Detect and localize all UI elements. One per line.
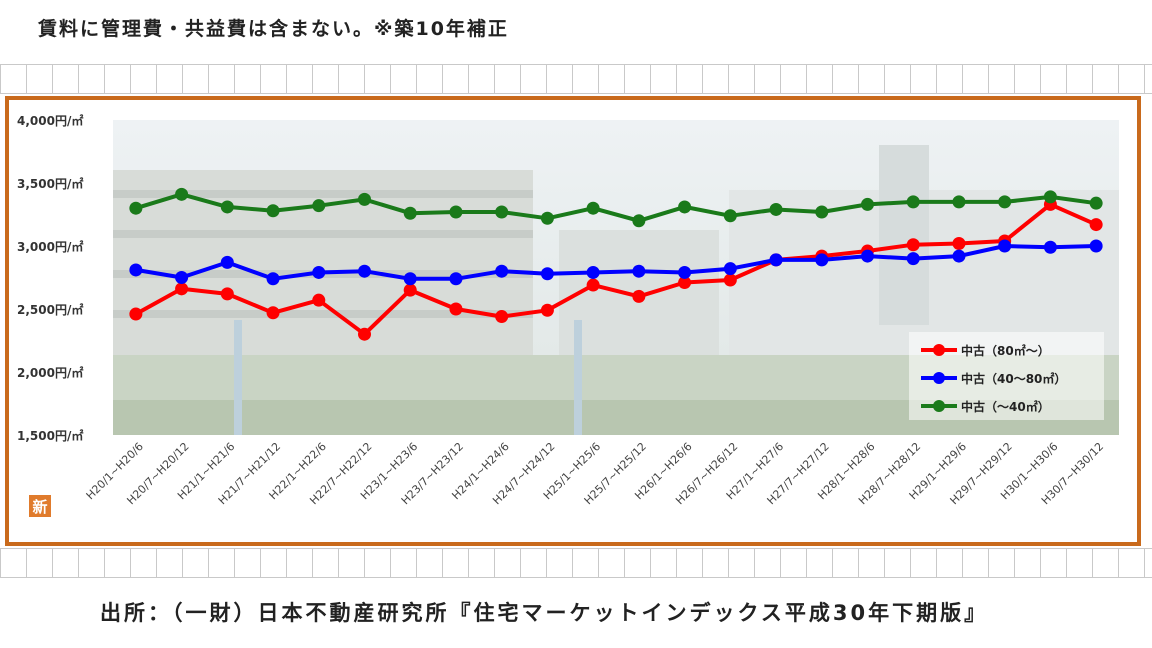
- data-point: [495, 310, 509, 324]
- svg-text:新: 新: [32, 498, 47, 516]
- legend-marker: [933, 372, 945, 384]
- data-point: [358, 192, 371, 206]
- data-point: [129, 307, 143, 321]
- legend-marker: [933, 344, 945, 356]
- series-line: [135, 192, 1097, 223]
- data-point: [358, 327, 371, 341]
- data-point: [952, 195, 966, 209]
- data-point: [1043, 190, 1057, 204]
- data-point: [495, 205, 509, 219]
- data-point: [906, 238, 920, 252]
- data-point: [723, 262, 737, 276]
- data-point: [906, 195, 920, 209]
- data-point: [906, 252, 920, 266]
- data-point: [632, 289, 646, 303]
- data-point: [632, 264, 646, 278]
- data-point: [220, 255, 234, 269]
- data-point: [952, 236, 966, 250]
- data-point: [312, 293, 326, 307]
- data-point: [449, 302, 463, 316]
- legend-label: 中古（～40㎡）: [961, 399, 1050, 414]
- data-point: [540, 267, 554, 281]
- data-point: [403, 272, 417, 286]
- data-point: [998, 239, 1012, 253]
- data-point: [175, 271, 189, 284]
- y-axis-labels: 1,500円/㎡ 2,000円/㎡ 2,500円/㎡ 3,000円/㎡ 3,500円/㎡…: [17, 113, 83, 443]
- data-point: [678, 200, 692, 214]
- y-tick-label: 3,000円/㎡: [17, 239, 83, 254]
- data-point: [358, 264, 371, 278]
- data-point: [266, 204, 280, 218]
- series-line: [135, 244, 1097, 281]
- data-point: [312, 199, 326, 213]
- legend-marker: [933, 400, 945, 412]
- line-chart: 1,500円/㎡ 2,000円/㎡ 2,500円/㎡ 3,000円/㎡ 3,500円/㎡…: [17, 113, 1119, 517]
- data-point: [1089, 196, 1103, 210]
- data-point: [403, 283, 417, 297]
- data-point: [998, 195, 1012, 209]
- data-point: [678, 265, 692, 279]
- data-point: [861, 249, 874, 263]
- data-point: [266, 272, 280, 286]
- y-tick-label: 3,500円/㎡: [17, 176, 83, 191]
- series-lines: [129, 187, 1103, 341]
- data-point: [129, 263, 143, 277]
- data-point: [403, 206, 417, 220]
- data-point: [586, 278, 600, 292]
- data-point: [540, 211, 554, 225]
- y-tick-label: 1,500円/㎡: [17, 428, 83, 443]
- data-point: [815, 253, 829, 267]
- data-point: [540, 303, 554, 317]
- data-point: [1089, 239, 1103, 253]
- data-point: [586, 201, 600, 215]
- data-point: [129, 201, 143, 215]
- y-tick-label: 4,000円/㎡: [17, 113, 83, 128]
- grid-strip-bottom: [0, 548, 1152, 578]
- series-line: [134, 202, 1097, 337]
- data-point: [1043, 240, 1057, 254]
- source-text: 出所：（一財）日本不動産研究所『住宅マーケットインデックス平成30年下期版』: [100, 601, 989, 625]
- data-point: [495, 264, 509, 278]
- data-point: [586, 265, 600, 279]
- data-point: [266, 306, 280, 320]
- data-point: [449, 272, 463, 286]
- note-text: 賃料に管理費・共益費は含まない。※築10年補正: [38, 18, 509, 40]
- grid-strip-top: [0, 64, 1152, 94]
- data-point: [678, 276, 692, 290]
- background-photo: [113, 120, 1119, 435]
- data-point: [723, 209, 737, 223]
- new-badge: 新: [29, 495, 51, 517]
- chart-frame: 1,500円/㎡ 2,000円/㎡ 2,500円/㎡ 3,000円/㎡ 3,500円/㎡…: [5, 96, 1141, 546]
- data-point: [632, 214, 646, 228]
- legend-label: 中古（80㎡～）: [961, 343, 1050, 358]
- data-point: [815, 205, 829, 219]
- legend: 中古（80㎡～） 中古（40～80㎡） 中古（～40㎡）: [909, 332, 1104, 420]
- data-point: [220, 200, 234, 214]
- data-point: [769, 253, 783, 267]
- data-point: [952, 249, 966, 263]
- data-point: [1089, 218, 1103, 232]
- y-tick-label: 2,000円/㎡: [17, 365, 83, 380]
- legend-label: 中古（40～80㎡）: [961, 371, 1066, 386]
- data-point: [175, 187, 189, 201]
- x-axis-labels: H20/1~H20/6H20/7~H20/12H21/1~H21/6H21/7~…: [84, 440, 1107, 507]
- data-point: [220, 287, 234, 301]
- data-point: [723, 273, 737, 287]
- data-point: [175, 282, 189, 296]
- data-point: [769, 202, 783, 216]
- y-tick-label: 2,500円/㎡: [17, 302, 83, 317]
- data-point: [449, 205, 463, 219]
- data-point: [861, 197, 874, 211]
- data-point: [312, 265, 326, 279]
